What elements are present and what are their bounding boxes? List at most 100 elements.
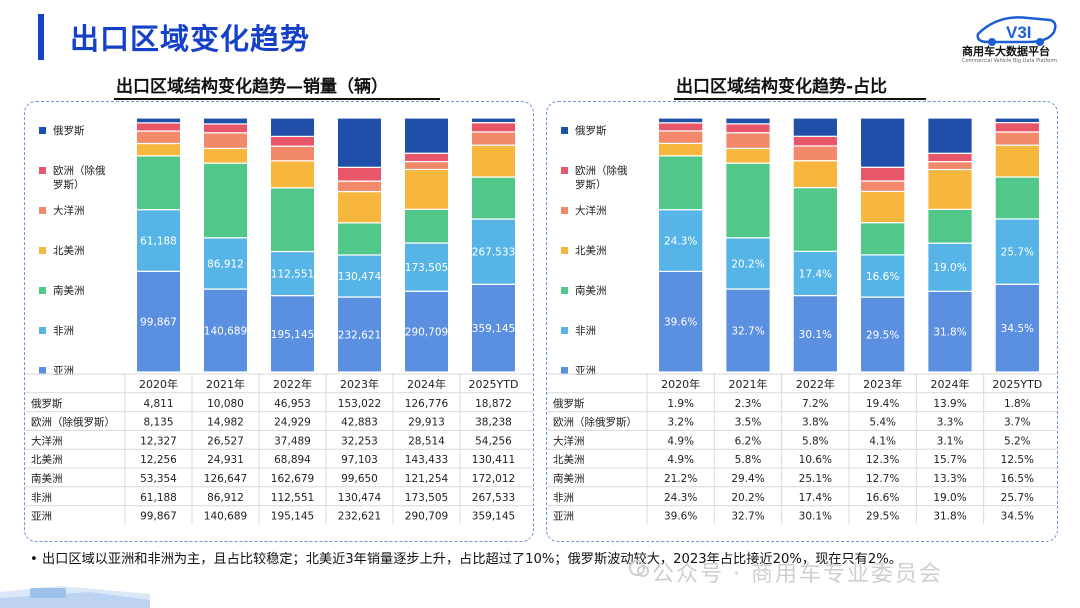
table-cell: 10,080: [207, 398, 244, 410]
data-label: 267,533: [472, 247, 515, 259]
bar-segment: [135, 209, 182, 272]
table-cell: 38,238: [475, 417, 512, 429]
table-cell: 99,867: [140, 511, 177, 523]
data-label: 25.7%: [1001, 247, 1034, 259]
bar-segment: [202, 132, 249, 150]
bar-segment: [269, 160, 316, 189]
data-label: 173,505: [405, 262, 448, 274]
table-cell: 68,894: [274, 454, 311, 466]
bar-segment: [269, 250, 316, 297]
bar-segment: [994, 144, 1041, 178]
bar-segment: [859, 180, 906, 193]
bar-segment: [269, 135, 316, 147]
bar-segment: [792, 186, 839, 252]
table-cell: 61,188: [140, 492, 177, 504]
legend-swatch: [39, 327, 46, 334]
table-cell: 46,953: [274, 398, 311, 410]
bar-segment: [657, 270, 704, 373]
table-cell: 30.1%: [799, 511, 832, 523]
table-cell: 126,776: [405, 398, 449, 410]
category-label: 2024年: [931, 377, 970, 391]
bar-segment: [470, 144, 517, 178]
bar-segment: [135, 142, 182, 157]
bar-segment: [202, 147, 249, 164]
table-cell: 12.7%: [866, 473, 899, 485]
table-cell: 162,679: [271, 473, 314, 485]
bar-segment: [725, 288, 771, 373]
data-label: 34.5%: [1001, 323, 1034, 335]
bar-segment: [792, 160, 839, 189]
table-cell: 3.2%: [667, 417, 694, 429]
table-cell: 16.6%: [866, 492, 899, 504]
table-cell: 267,533: [472, 492, 515, 504]
legend-label: 南美洲: [575, 284, 607, 297]
bar-segment: [403, 117, 450, 154]
legend-label: 大洋洲: [575, 204, 607, 217]
legend-swatch: [39, 247, 46, 254]
table-row-label: 亚洲: [553, 511, 574, 523]
data-label: 112,551: [271, 269, 314, 281]
table-cell: 10.6%: [799, 454, 832, 466]
data-label: 195,145: [271, 329, 314, 341]
left-title-underline: [114, 98, 440, 100]
bar-segment: [725, 147, 771, 164]
table-row-label: 非洲: [31, 492, 52, 504]
bar-segment: [470, 176, 517, 220]
category-label: 2020年: [661, 377, 700, 391]
bar-segment: [135, 270, 182, 373]
data-label: 17.4%: [799, 268, 832, 280]
bar-segment: [859, 296, 906, 373]
bar-segment: [135, 130, 182, 145]
table-cell: 359,145: [472, 511, 515, 523]
table-cell: 99,650: [341, 473, 378, 485]
bar-segment: [336, 254, 383, 298]
table-cell: 121,254: [405, 473, 449, 485]
bar-segment: [470, 122, 517, 133]
data-label: 130,474: [338, 271, 382, 283]
table-cell: 32.7%: [731, 511, 764, 523]
table-row-label: 大洋洲: [31, 434, 63, 447]
legend-label: 北美洲: [575, 244, 607, 257]
data-label: 30.1%: [799, 329, 832, 341]
bar-segment: [792, 117, 839, 137]
bar-segment: [336, 222, 383, 256]
bar-segment: [725, 117, 771, 125]
legend-swatch: [39, 287, 46, 294]
data-label: 290,709: [405, 327, 448, 339]
table-cell: 4,811: [143, 398, 173, 410]
bar-segment: [336, 190, 383, 224]
bar-segment: [135, 155, 182, 211]
table-cell: 232,621: [338, 511, 381, 523]
table-cell: 25.7%: [1001, 492, 1034, 504]
bar-segment: [269, 294, 316, 373]
left-chart-panel: 99,867 61,188 140,689 86,912 195,145 112,551 2…: [24, 101, 534, 542]
bar-segment: [269, 187, 316, 253]
table-cell: 29,913: [408, 417, 445, 429]
table-cell: 29.5%: [866, 511, 899, 523]
table-row-label: 南美洲: [553, 472, 585, 485]
bar-segment: [403, 208, 450, 244]
bar-segment: [403, 160, 450, 171]
legend-label: 非洲: [575, 325, 596, 337]
bar-segment: [792, 135, 839, 147]
table-cell: 16.5%: [1001, 473, 1034, 485]
logo-en: Commercial Vehicle Big Data Platform: [962, 58, 1058, 64]
bar-segment: [657, 122, 704, 132]
table-cell: 3.3%: [937, 417, 964, 429]
bar-segment: [927, 161, 973, 171]
table-cell: 5.8%: [802, 435, 829, 447]
table-cell: 18,872: [475, 398, 512, 410]
bar-segment: [994, 131, 1041, 146]
table-row-label: 大洋洲: [553, 434, 585, 447]
legend-label: 大洋洲: [53, 204, 85, 217]
bar-segment: [927, 208, 973, 244]
legend-swatch: [561, 247, 568, 254]
left-chart-title: 出口区域结构变化趋势—销量（辆）: [116, 77, 388, 97]
category-label: 2024年: [407, 377, 446, 391]
table-cell: 31.8%: [933, 511, 966, 523]
table-cell: 32,253: [341, 435, 378, 447]
data-label: 20.2%: [731, 258, 764, 270]
bar-segment: [927, 168, 973, 210]
legend-label: 俄罗斯: [575, 124, 607, 137]
legend-swatch: [39, 207, 46, 214]
